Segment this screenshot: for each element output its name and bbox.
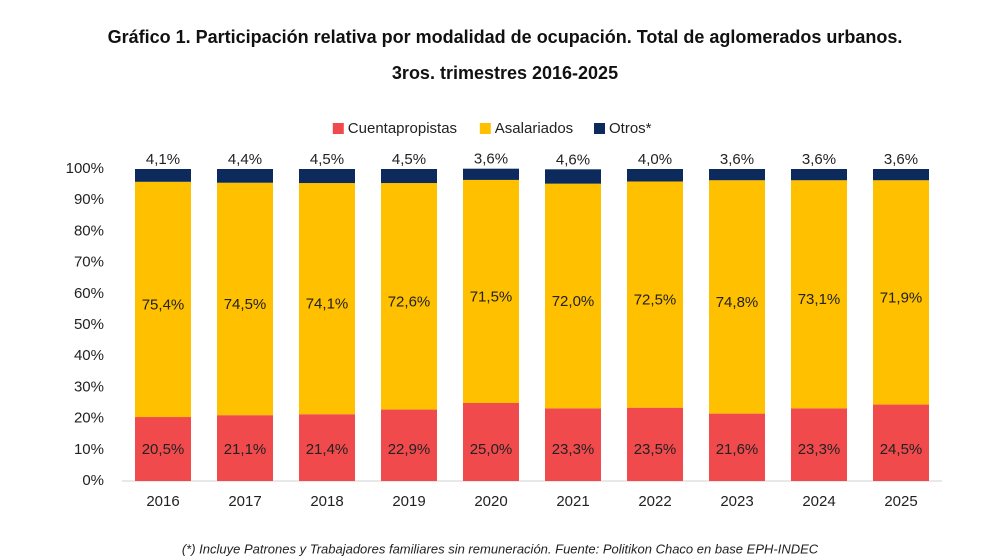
x-tick-label: 2018 [310,493,343,510]
bar-segment [217,169,273,183]
bar-segment [709,413,765,481]
y-tick-label: 40% [74,347,104,364]
bar-segment [873,169,929,181]
bar-segment [545,408,601,481]
legend-label: Otros* [609,120,652,137]
bar-segment [791,408,847,481]
data-label: 4,4% [228,151,262,168]
legend-swatch [332,123,344,134]
x-tick-label: 2025 [884,493,917,510]
bar-segment [627,181,683,408]
bar-segment [709,180,765,414]
data-label: 73,1% [798,291,841,308]
y-tick-label: 30% [74,378,104,395]
bar-segment [791,180,847,409]
bar-segment [217,182,273,416]
data-label: 24,5% [880,441,923,458]
bar-segment [217,415,273,481]
bar-segment [463,168,519,180]
data-label: 72,0% [552,293,595,310]
data-label: 4,1% [146,151,180,168]
legend-label: Cuentapropistas [348,120,457,137]
data-label: 74,5% [224,296,267,313]
chart-title: 3ros. trimestres 2016-2025 [392,63,618,83]
x-tick-label: 2020 [474,493,507,510]
data-label: 22,9% [388,441,431,458]
bar-segment [381,169,437,184]
x-tick-label: 2024 [802,493,835,510]
bar-segment [873,180,929,405]
x-tick-label: 2019 [392,493,425,510]
data-label: 3,6% [884,151,918,168]
bar-segment [381,183,437,410]
data-label: 3,6% [474,151,508,168]
chart-title: Gráfico 1. Participación relativa por mo… [108,27,903,47]
bar-segment [709,169,765,181]
bar-segment [135,169,191,182]
data-label: 20,5% [142,441,185,458]
data-label: 4,5% [392,151,426,168]
data-label: 4,5% [310,151,344,168]
data-label: 72,5% [634,292,677,309]
bar-segment [873,404,929,481]
data-label: 25,0% [470,441,513,458]
y-tick-label: 60% [74,285,104,302]
bar-segment [299,414,355,481]
x-tick-label: 2022 [638,493,671,510]
x-tick-label: 2016 [146,493,179,510]
data-label: 21,1% [224,441,267,458]
bar-segment [135,417,191,481]
y-tick-label: 10% [74,441,104,458]
bar-segment [627,407,683,481]
y-tick-label: 90% [74,191,104,208]
bar-segment [627,169,683,182]
data-label: 3,6% [802,151,836,168]
bar-segment [135,181,191,418]
data-label: 3,6% [720,151,754,168]
bar-segment [545,169,601,184]
y-tick-label: 0% [82,472,104,489]
bar-segment [791,169,847,181]
y-tick-label: 20% [74,410,104,427]
data-label: 71,5% [470,288,513,305]
y-tick-label: 70% [74,254,104,271]
data-label: 21,6% [716,441,759,458]
legend-swatch [479,123,491,134]
data-label: 72,6% [388,293,431,310]
x-tick-label: 2023 [720,493,753,510]
x-tick-label: 2021 [556,493,589,510]
data-label: 4,0% [638,151,672,168]
data-label: 75,4% [142,296,185,313]
y-tick-label: 80% [74,222,104,239]
bar-segment [463,403,519,481]
bar-segment [381,409,437,481]
bar-segment [299,183,355,415]
data-label: 23,3% [552,441,595,458]
x-tick-label: 2017 [228,493,261,510]
legend-label: Asalariados [495,120,573,137]
bar-segment [299,169,355,184]
data-label: 74,1% [306,296,349,313]
footnote: (*) Incluye Patrones y Trabajadores fami… [182,541,819,556]
bar-segment [545,183,601,409]
y-tick-label: 50% [74,316,104,333]
data-label: 4,6% [556,151,590,168]
data-label: 21,4% [306,441,349,458]
data-label: 23,5% [634,441,677,458]
data-label: 23,3% [798,441,841,458]
legend-swatch [594,123,605,134]
data-label: 71,9% [880,289,923,306]
y-tick-label: 100% [66,160,104,177]
data-label: 74,8% [716,294,759,311]
bar-segment [463,179,519,403]
